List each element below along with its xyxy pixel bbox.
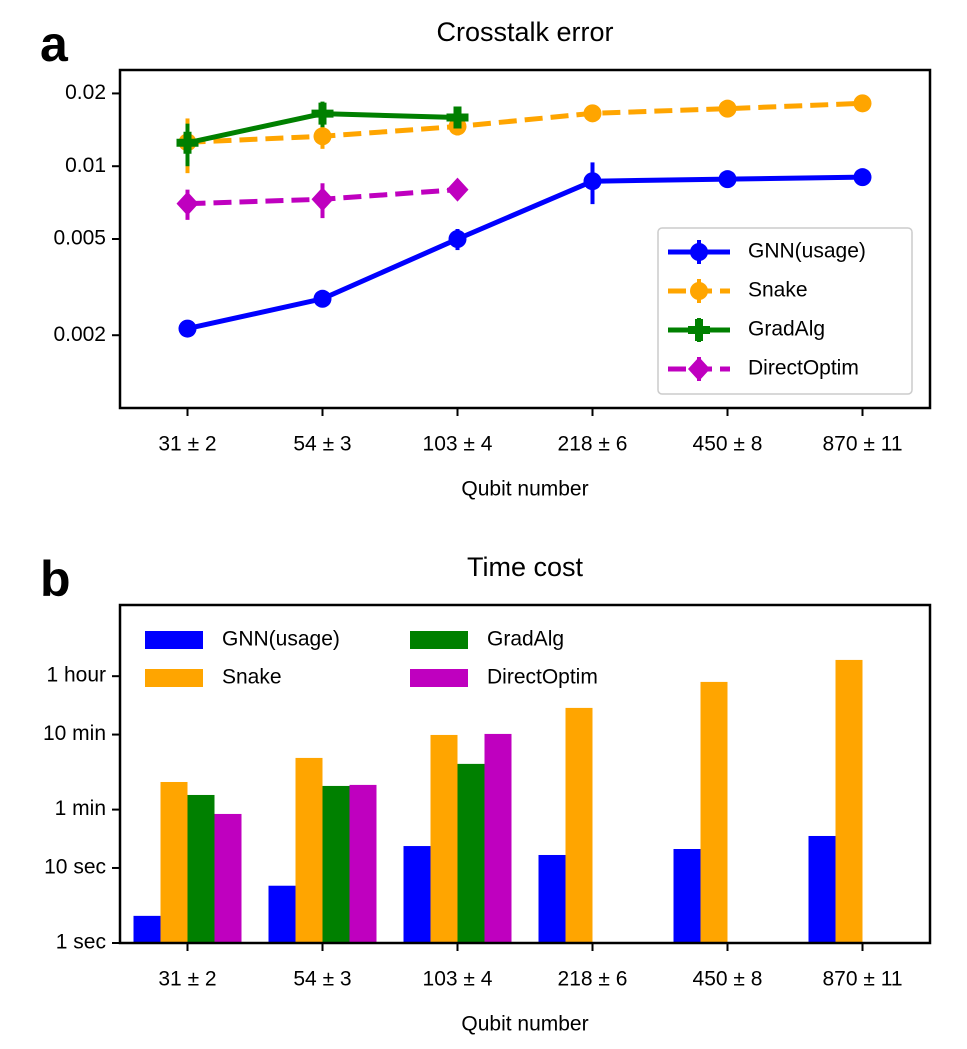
y-tick-label: 1 sec [56,931,106,954]
y-tick-label: 1 hour [46,664,106,687]
bar [322,785,350,943]
legend-marker [690,243,708,261]
x-tick-label: 103 ± 4 [423,433,493,456]
x-tick-label: 54 ± 3 [293,433,351,456]
x-tick-label: 870 ± 11 [822,433,902,456]
chart-title: Time cost [467,552,584,582]
x-axis-label: Qubit number [461,478,588,501]
y-tick-label: 0.002 [53,323,106,346]
bar [295,757,323,943]
legend-marker [688,319,710,341]
bar [160,781,188,943]
marker [313,289,332,308]
legend-label: Snake [222,666,282,689]
panel-1: b Time cost Qubit number 1 sec 10 sec 1 min 10… [40,551,932,1036]
bar [484,733,512,943]
series-line [186,174,863,332]
x-tick-label: 54 ± 3 [293,968,351,991]
marker [448,230,467,248]
bar [538,854,566,943]
bar [700,681,728,943]
y-tick-label: 0.02 [65,81,106,104]
x-tick-label: 870 ± 11 [822,968,902,991]
panel-0: a Crosstalk error Qubit number 0.002 0.005 0.… [40,16,932,501]
bar [430,734,458,943]
legend-swatch [145,669,203,687]
legend: GNN(usage) Snake GradAlg DirectOptim [657,227,913,395]
x-tick-label: 218 ± 6 [558,433,628,456]
bar [214,813,242,943]
legend-frame [657,227,913,395]
series-line [187,100,863,145]
marker [178,319,197,338]
marker [311,102,334,125]
x-tick-label: 450 ± 8 [693,968,763,991]
x-tick-label: 450 ± 8 [693,433,763,456]
bar [187,794,215,943]
bar [349,784,377,943]
marker [176,191,199,216]
x-tick-label: 103 ± 4 [423,968,493,991]
panel-label: a [40,16,69,72]
marker [853,94,872,113]
plot-frame [118,603,932,945]
legend-swatch [145,631,203,649]
y-tick-label: 1 min [55,797,106,820]
y-tick-label: 10 min [43,722,106,745]
y-tick-label: 0.005 [53,227,106,250]
marker [176,131,199,154]
x-axis-label: Qubit number [461,1013,588,1036]
legend-label: GNN(usage) [222,628,340,651]
plot-frame [118,68,932,410]
legend-swatch [410,631,468,649]
bar [835,659,863,943]
bar [268,885,296,943]
x-tick-label: 31 ± 2 [158,968,216,991]
marker [718,170,737,189]
marker [583,104,602,123]
legend-label: GradAlg [487,628,564,651]
x-tick-label: 218 ± 6 [558,968,628,991]
bar [565,707,593,943]
marker [853,168,872,187]
marker [583,172,602,191]
marker [446,106,469,129]
marker [718,99,737,118]
legend-marker [688,357,710,381]
legend-label: DirectOptim [487,666,598,689]
legend-marker [690,282,708,300]
marker [313,127,332,146]
legend-label: DirectOptim [748,357,859,380]
legend-label: GNN(usage) [748,240,866,263]
legend-label: Snake [748,279,808,302]
legend: GNN(usage) Snake GradAlg DirectOptim [145,628,598,689]
bar [133,915,161,943]
marker [446,177,469,202]
x-tick-label: 31 ± 2 [158,433,216,456]
chart-title: Crosstalk error [436,17,613,47]
panel-label: b [40,551,71,607]
legend-swatch [410,669,468,687]
bar [808,835,836,943]
legend-label: GradAlg [748,318,825,341]
y-tick-label: 10 sec [44,856,106,879]
marker [311,187,334,212]
bar [673,849,701,943]
bar [457,763,485,943]
bar [403,846,431,943]
y-tick-label: 0.01 [65,154,106,177]
